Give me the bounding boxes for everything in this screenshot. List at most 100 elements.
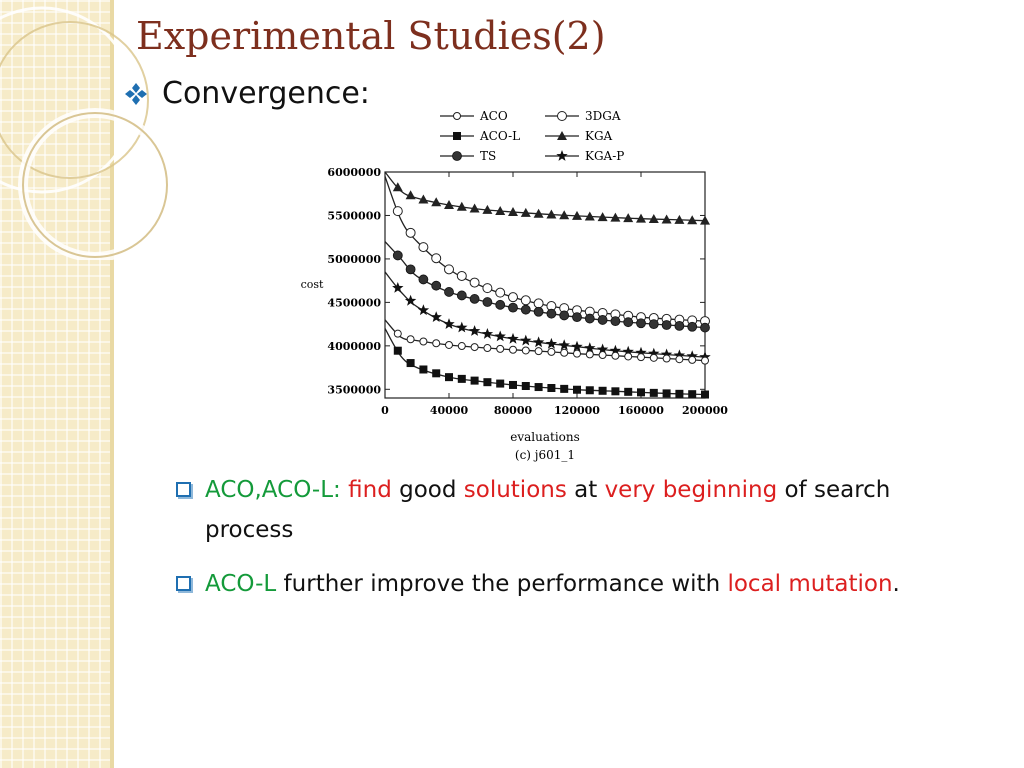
y-tick-label: 4000000 [327, 340, 381, 353]
data-point-aco-l [457, 374, 466, 383]
x-tick-label: 40000 [430, 404, 469, 417]
data-point-3dga [482, 283, 493, 294]
data-point-kga [495, 205, 506, 215]
data-point-3dga [520, 295, 531, 306]
data-point-aco [445, 340, 453, 349]
data-point-kga-p [430, 311, 442, 322]
data-point-aco [393, 329, 402, 338]
data-point-aco-l [496, 379, 505, 388]
data-point-aco [662, 354, 671, 363]
y-axis-label: cost [301, 278, 324, 291]
slide-title: Experimental Studies(2) [136, 14, 606, 58]
data-point-ts [687, 321, 698, 332]
chart-caption: (c) j601_1 [515, 448, 575, 462]
data-point-kga [392, 182, 403, 192]
data-point-aco [547, 347, 556, 356]
data-point-aco [521, 346, 530, 355]
data-point-kga [610, 212, 621, 222]
data-point-kga [520, 207, 531, 217]
data-point-aco-l [470, 376, 479, 385]
data-point-aco-l [624, 387, 633, 396]
data-point-ts [674, 320, 685, 331]
data-point-kga-p [686, 350, 698, 362]
decor-ring-medium [0, 21, 149, 179]
data-point-kga [661, 214, 672, 224]
data-point-aco [701, 356, 709, 365]
data-point-aco-l [585, 386, 594, 395]
data-point-aco-l [573, 385, 581, 394]
period: . [892, 571, 900, 597]
diamond-cluster-icon [125, 82, 147, 105]
data-point-aco-l [406, 359, 415, 368]
data-point-aco [432, 339, 441, 348]
decor-ring-outline [22, 112, 168, 258]
data-point-kga-p [404, 294, 417, 306]
data-point-kga [623, 213, 634, 223]
data-point-aco-l [598, 386, 607, 395]
data-point-kga-p [660, 348, 673, 360]
data-point-aco-l [547, 384, 556, 393]
data-point-kga-p [520, 334, 532, 346]
data-point-kga-p [699, 351, 711, 362]
data-point-ts [559, 310, 570, 321]
series-line-kga [384, 171, 706, 222]
data-point-kga-p [596, 343, 609, 355]
data-point-ts [597, 315, 608, 325]
data-point-ts [508, 302, 518, 313]
data-point-ts [546, 308, 557, 319]
data-point-ts [623, 317, 634, 328]
data-point-kga [700, 215, 710, 225]
data-point-aco [611, 351, 620, 360]
data-point-kga-p [481, 328, 494, 339]
y-tick-label: 4500000 [327, 296, 381, 309]
very-beginning-phrase: very beginning [604, 477, 778, 503]
data-point-ts [482, 297, 493, 307]
data-point-aco-l [445, 373, 453, 382]
data-point-ts [418, 274, 429, 285]
legend-marker-kga-p [556, 150, 568, 161]
x-axis-label: evaluations [510, 430, 580, 444]
find-word: find [340, 477, 392, 503]
solutions-word: solutions [463, 477, 567, 503]
data-point-ts [533, 306, 544, 317]
x-tick-label: 0 [381, 404, 389, 417]
sub-bullet-1: ACO,ACO-L: find good solutions at very b… [176, 470, 966, 550]
data-point-aco [496, 344, 505, 353]
data-point-kga-p [609, 344, 622, 356]
data-point-aco-l [483, 378, 492, 387]
data-point-ts [636, 318, 646, 329]
data-point-aco [457, 342, 466, 351]
data-point-ts [572, 312, 582, 323]
data-point-kga [636, 213, 646, 223]
y-tick-label: 6000000 [327, 166, 381, 179]
chart-legend: ACO 3DGA ACO-L KGA TS KGA-P [440, 109, 624, 163]
data-point-aco-l [521, 382, 530, 391]
data-point-aco [637, 353, 645, 362]
legend-label-kga-p: KGA-P [585, 149, 624, 163]
data-point-kga [508, 206, 518, 216]
data-point-ts [405, 264, 416, 275]
data-point-aco-l [701, 390, 709, 399]
data-point-3dga [444, 264, 454, 275]
acol-label: ACO-L [205, 571, 277, 597]
data-point-kga-p [417, 304, 430, 316]
data-point-aco [688, 355, 697, 364]
y-tick-label: 5500000 [327, 209, 381, 222]
data-point-aco [509, 345, 517, 354]
legend-label-aco-l: ACO-L [479, 129, 520, 143]
data-point-aco [573, 349, 581, 358]
data-point-ts [456, 290, 467, 301]
data-point-aco [470, 343, 479, 352]
data-point-kga [482, 204, 493, 214]
data-point-kga-p [622, 345, 634, 357]
legend-label-kga: KGA [585, 129, 613, 143]
x-tick-label: 80000 [494, 404, 533, 417]
sub-bullet-1-text: ACO,ACO-L: find good solutions at very b… [205, 470, 966, 550]
data-point-kga [546, 209, 557, 219]
square-bullet-icon [176, 576, 191, 591]
bullet-convergence-label: Convergence: [162, 76, 370, 111]
data-point-aco [598, 351, 607, 360]
data-point-kga-p [571, 340, 583, 352]
data-point-kga-p [545, 337, 558, 349]
data-point-ts [610, 316, 621, 327]
